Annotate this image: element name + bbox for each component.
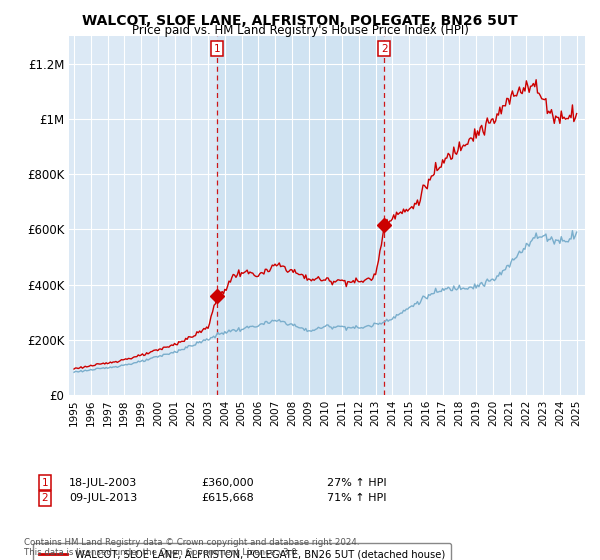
Text: 1: 1 (214, 44, 220, 54)
Text: WALCOT, SLOE LANE, ALFRISTON, POLEGATE, BN26 5UT: WALCOT, SLOE LANE, ALFRISTON, POLEGATE, … (82, 14, 518, 28)
Text: Price paid vs. HM Land Registry's House Price Index (HPI): Price paid vs. HM Land Registry's House … (131, 24, 469, 37)
Text: £615,668: £615,668 (201, 493, 254, 503)
Text: Contains HM Land Registry data © Crown copyright and database right 2024.
This d: Contains HM Land Registry data © Crown c… (24, 538, 359, 557)
Text: 27% ↑ HPI: 27% ↑ HPI (327, 478, 386, 488)
Text: 18-JUL-2003: 18-JUL-2003 (69, 478, 137, 488)
Text: 1: 1 (41, 478, 49, 488)
Text: 71% ↑ HPI: 71% ↑ HPI (327, 493, 386, 503)
Bar (217, 36, 384, 395)
Text: 09-JUL-2013: 09-JUL-2013 (69, 493, 137, 503)
Legend: WALCOT, SLOE LANE, ALFRISTON, POLEGATE, BN26 5UT (detached house), HPI: Average : WALCOT, SLOE LANE, ALFRISTON, POLEGATE, … (33, 543, 451, 560)
Text: 2: 2 (41, 493, 49, 503)
Text: £360,000: £360,000 (201, 478, 254, 488)
Text: 2: 2 (381, 44, 388, 54)
